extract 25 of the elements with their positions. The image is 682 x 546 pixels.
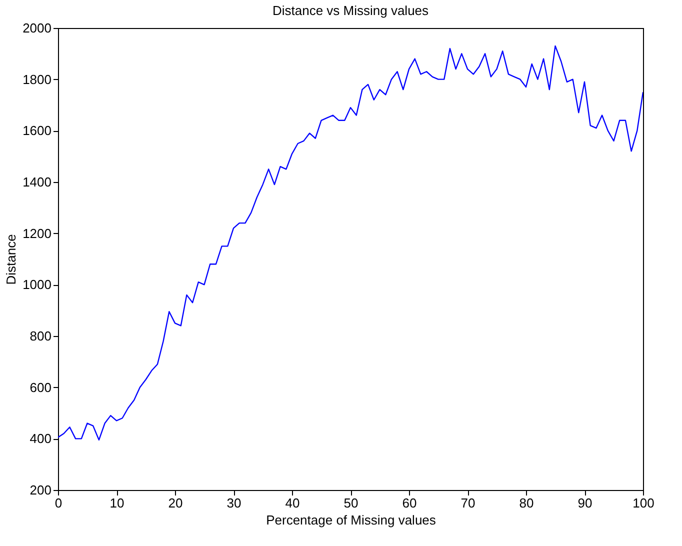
line-series [58,45,643,441]
y-tick-label: 1200 [22,226,52,241]
y-tick-label: 1800 [22,72,52,87]
y-tick-label: 2000 [22,20,52,36]
x-tick-label: 20 [168,496,183,510]
y-tick-label: 400 [30,431,52,446]
y-tick-label: 1000 [22,277,52,292]
x-tick-label: 10 [110,496,124,510]
x-tick-label: 80 [519,496,534,510]
y-tick-label: 1600 [22,123,52,138]
x-tick-label: 100 [632,496,654,510]
x-tick-label: 60 [402,496,417,510]
x-tick-label: 0 [54,496,62,510]
x-tick-label: 70 [460,496,476,510]
y-tick-label: 600 [30,380,52,395]
x-tick-label: 50 [344,496,358,510]
y-axis-title: Distance [4,234,19,285]
y-tick-label: 200 [30,482,52,498]
y-tick-label: 800 [30,328,52,344]
x-tick-label: 40 [285,496,300,510]
chart-title: Distance vs Missing values [272,3,430,18]
x-axis-title: Percentage of Missing values [266,512,436,528]
y-tick-label: 1400 [22,174,52,190]
x-tick-label: 90 [578,496,592,510]
x-tick-label: 30 [226,496,242,510]
